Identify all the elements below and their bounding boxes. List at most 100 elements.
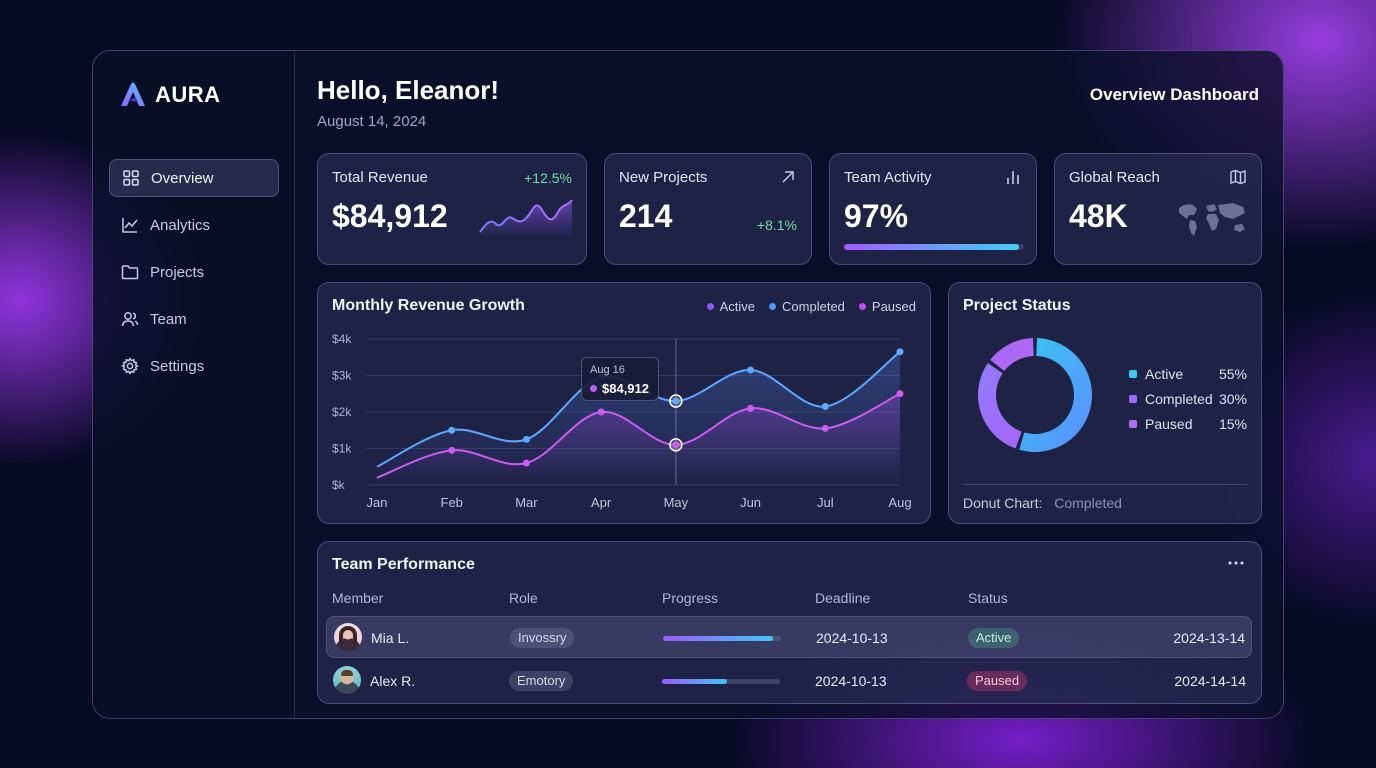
x-tick-label: Mar: [515, 495, 538, 510]
team-performance-panel: Team Performance Member Role Progress De…: [317, 541, 1262, 704]
x-tick-label: May: [664, 495, 689, 510]
stat-label: Global Reach: [1069, 169, 1160, 186]
logo-text: AURA: [155, 82, 221, 107]
folder-icon: [121, 265, 139, 280]
data-point: [896, 348, 904, 356]
bar-chart-icon: [1007, 171, 1019, 184]
y-tick-label: $k: [332, 478, 346, 492]
tooltip-value: $84,912: [590, 381, 649, 396]
x-tick-label: Feb: [441, 495, 463, 510]
activity-progress-fill: [844, 244, 1019, 250]
sidebar-item-label: Projects: [150, 263, 205, 281]
x-tick-label: Jan: [367, 495, 388, 510]
logo: AURA: [119, 81, 221, 109]
sidebar-item-overview[interactable]: Overview: [109, 159, 279, 197]
role-badge: Emotory: [509, 671, 574, 691]
stat-value: 214: [619, 198, 673, 234]
tooltip-date: Aug 16: [590, 364, 625, 376]
avatar: [334, 623, 362, 651]
stat-card-global-reach[interactable]: Global Reach 48K: [1054, 153, 1262, 265]
project-status-panel: Project Status Active 55% Completed 30% Pa…: [948, 282, 1262, 524]
deadline: 2024-10-13: [816, 630, 888, 646]
y-tick-label: $4k: [332, 332, 352, 346]
stat-label: New Projects: [619, 169, 708, 186]
chart-title: Monthly Revenue Growth: [332, 297, 525, 314]
stat-label: Team Activity: [844, 169, 932, 186]
x-tick-label: Aug: [888, 495, 911, 510]
divider: [963, 484, 1247, 485]
more-horizontal-icon[interactable]: [1227, 558, 1245, 568]
sidebar-item-label: Overview: [151, 169, 214, 187]
panel-title: Team Performance: [332, 556, 475, 573]
aura-logo-icon: [121, 82, 145, 106]
data-point: [597, 408, 605, 416]
secondary-date: 2024-13-14: [1173, 630, 1245, 646]
legend-item-paused: Paused: [858, 299, 916, 314]
stat-card-total-revenue[interactable]: Total Revenue +12.5% $84,912: [317, 153, 587, 265]
stat-value: $84,912: [332, 198, 448, 234]
data-point: [448, 446, 456, 454]
sidebar-item-projects[interactable]: Projects: [109, 253, 279, 291]
status-legend-row: Completed 30%: [1129, 386, 1247, 411]
column-header-status[interactable]: Status: [968, 590, 1008, 606]
data-point: [821, 424, 829, 432]
stat-card-new-projects[interactable]: New Projects 214 +8.1%: [604, 153, 812, 265]
footer-value[interactable]: Completed: [1054, 495, 1122, 511]
legend-item-completed: Completed: [769, 299, 845, 314]
data-point: [448, 426, 456, 434]
data-point: [821, 403, 829, 411]
stat-card-team-activity[interactable]: Team Activity 97%: [829, 153, 1037, 265]
chart-legend: Active Completed Paused: [706, 299, 916, 314]
secondary-date: 2024-14-14: [1174, 673, 1246, 689]
column-header-deadline[interactable]: Deadline: [815, 590, 871, 606]
map-icon: [1230, 169, 1246, 185]
status-badge: Active: [968, 628, 1020, 648]
footer-label: Donut Chart:: [963, 495, 1043, 511]
y-tick-label: $2k: [332, 405, 352, 419]
column-header-member[interactable]: Member: [332, 590, 384, 606]
revenue-chart-panel: Monthly Revenue Growth Active Completed …: [317, 282, 931, 524]
data-point: [672, 441, 680, 449]
avatar-hair: [339, 626, 357, 646]
column-header-progress[interactable]: Progress: [662, 590, 719, 606]
legend-item-active: Active: [706, 299, 755, 314]
data-point: [672, 397, 680, 405]
series-area: [377, 393, 900, 485]
y-tick-label: $1k: [332, 442, 352, 456]
status-legend: Active 55% Completed 30% Paused 15%: [1129, 361, 1247, 436]
sidebar-item-team[interactable]: Team: [109, 300, 279, 338]
revenue-line-chart[interactable]: $k $1k $2k $3k $4k Jan Feb Mar Apr May Jun Jul Aug: [318, 283, 932, 525]
world-map-icon: [1179, 203, 1245, 236]
status-legend-row: Active 55%: [1129, 361, 1247, 386]
x-tick-label: Jun: [740, 495, 761, 510]
x-tick-label: Jul: [817, 495, 834, 510]
app-window: AURA Overview Analytics Projects Team Se…: [92, 50, 1284, 719]
table-row[interactable]: Mia L. Invossry 2024-10-13 Active 2024-1…: [326, 616, 1252, 658]
stat-value: 48K: [1069, 198, 1128, 234]
deadline: 2024-10-13: [815, 673, 887, 689]
project-status-donut[interactable]: [973, 333, 1097, 457]
data-point: [747, 404, 755, 412]
sidebar-item-settings[interactable]: Settings: [109, 347, 279, 385]
activity-progress-track: [844, 244, 1024, 250]
chart-line-icon: [122, 218, 138, 233]
status-badge: Paused: [967, 671, 1028, 691]
gear-icon: [121, 357, 139, 375]
donut-footer: Donut Chart: Completed: [963, 495, 1122, 511]
stat-label: Total Revenue: [332, 169, 428, 186]
revenue-sparkline: [479, 199, 573, 238]
sidebar-item-analytics[interactable]: Analytics: [109, 206, 279, 244]
chart-tooltip: Aug 16 $84,912: [581, 357, 659, 401]
progress-track: [663, 636, 781, 641]
y-tick-label: $3k: [332, 369, 352, 383]
progress-track: [662, 679, 780, 684]
series-line-purple: [376, 392, 901, 479]
stat-delta: +12.5%: [524, 170, 572, 186]
page-title: Overview Dashboard: [1089, 85, 1259, 104]
data-point: [896, 390, 904, 398]
column-header-role[interactable]: Role: [509, 590, 538, 606]
avatar: [333, 666, 361, 694]
table-row[interactable]: Alex R. Emotory 2024-10-13 Paused 2024-1…: [326, 660, 1252, 702]
progress-fill: [662, 679, 727, 684]
sidebar-item-label: Analytics: [150, 216, 211, 234]
